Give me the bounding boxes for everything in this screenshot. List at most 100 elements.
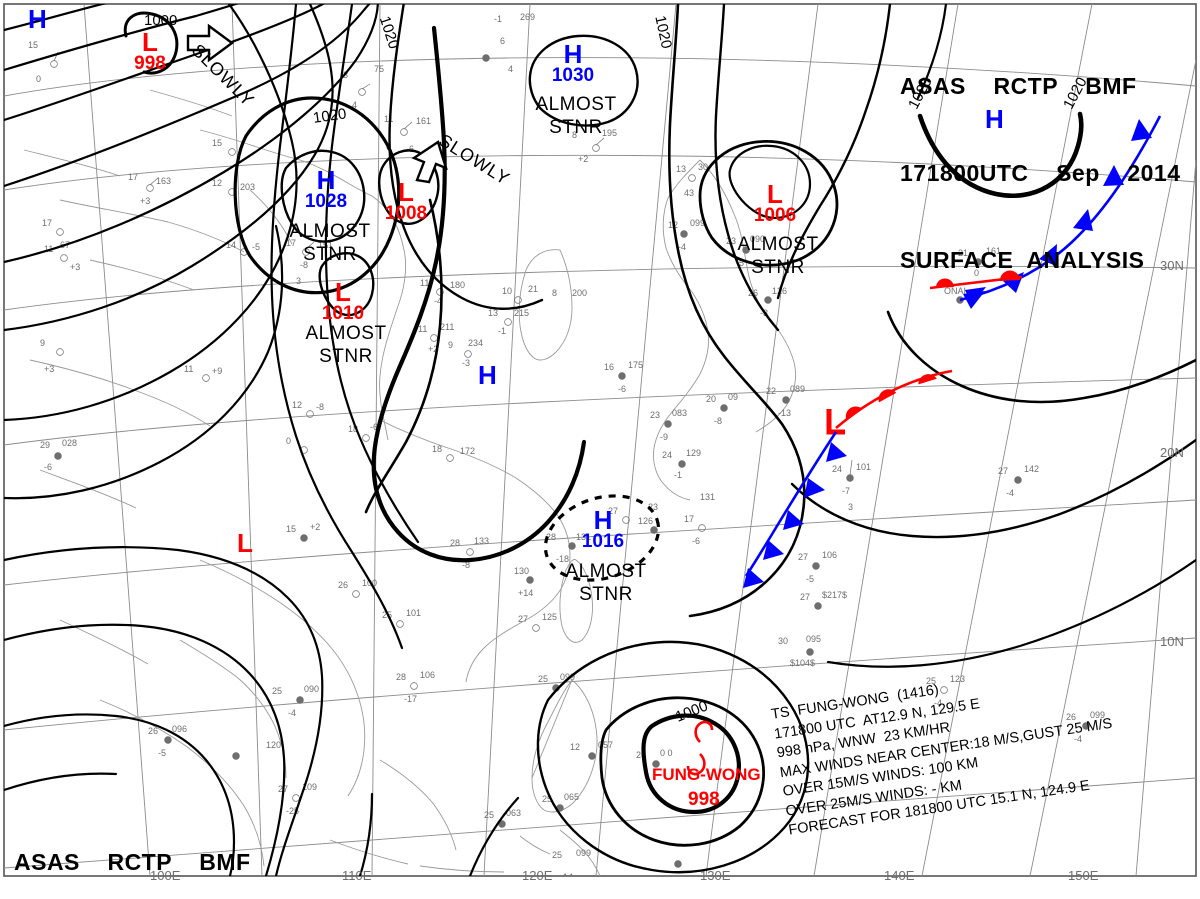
svg-text:09: 09: [728, 392, 738, 402]
svg-text:-6: -6: [44, 462, 52, 472]
svg-text:-5: -5: [158, 748, 166, 758]
svg-text:28: 28: [450, 538, 460, 548]
svg-text:099: 099: [1090, 710, 1105, 720]
motion-l2: STNR: [319, 346, 373, 367]
svg-text:$104$: $104$: [790, 658, 815, 668]
svg-text:120: 120: [266, 740, 281, 750]
svg-text:161: 161: [416, 116, 431, 126]
svg-text:25: 25: [538, 674, 548, 684]
low-glyph: L: [142, 27, 158, 57]
motion-l1: ALMOST: [289, 221, 371, 242]
svg-text:099: 099: [576, 848, 591, 858]
svg-text:23: 23: [648, 502, 658, 512]
svg-text:+3: +3: [44, 364, 54, 374]
svg-text:15: 15: [28, 40, 38, 50]
svg-text:234: 234: [468, 338, 483, 348]
motion-l2: STNR: [751, 257, 805, 278]
isobar-low-1010: [318, 252, 375, 317]
svg-text:0 0: 0 0: [660, 748, 673, 758]
svg-text:26: 26: [148, 726, 158, 736]
svg-text:11: 11: [418, 324, 427, 334]
svg-text:095: 095: [806, 634, 821, 644]
svg-text:-4: -4: [288, 708, 296, 718]
svg-text:065: 065: [564, 792, 579, 802]
svg-text:9: 9: [448, 340, 453, 350]
lat-label-30n: 30N: [1160, 258, 1184, 273]
svg-text:3: 3: [848, 502, 853, 512]
isobar-label-1000-nw: 1000: [144, 12, 178, 29]
svg-text:089: 089: [790, 384, 805, 394]
isobar-storm-outer: [536, 640, 810, 874]
svg-text:126: 126: [638, 516, 653, 526]
svg-text:-7: -7: [842, 486, 850, 496]
svg-text:142: 142: [1024, 464, 1039, 474]
svg-text:172: 172: [460, 446, 475, 456]
svg-text:+3: +3: [70, 262, 80, 272]
low-glyph: L: [398, 177, 414, 207]
svg-text:-5: -5: [252, 242, 260, 252]
low-glyph: L: [335, 277, 351, 307]
svg-text:17: 17: [684, 514, 694, 524]
motion-label-l1006: ALMOST STNR: [730, 233, 826, 279]
svg-text:10: 10: [502, 286, 512, 296]
svg-text:11: 11: [184, 364, 193, 374]
svg-text:269: 269: [520, 12, 535, 22]
svg-text:14: 14: [226, 240, 236, 250]
svg-text:26: 26: [636, 750, 646, 760]
high-pressure-northeast: H: [985, 104, 1004, 134]
svg-text:25: 25: [272, 686, 282, 696]
svg-text:75: 75: [374, 64, 384, 74]
svg-text:-5: -5: [736, 258, 744, 268]
svg-text:129: 129: [686, 448, 701, 458]
svg-text:0: 0: [36, 74, 41, 84]
svg-text:4: 4: [508, 64, 513, 74]
isobar-1020-ne: [917, 111, 1084, 198]
svg-text:26: 26: [338, 580, 348, 590]
high-value-1028: 1028: [304, 191, 348, 212]
svg-text:-8: -8: [462, 560, 470, 570]
svg-text:-4: -4: [1006, 488, 1014, 498]
svg-text:11: 11: [384, 114, 393, 124]
svg-text:8: 8: [552, 288, 557, 298]
motion-label-h1030: ALMOST STNR: [528, 93, 624, 139]
svg-text:057: 057: [598, 740, 613, 750]
isobar-1000-storm: [599, 696, 765, 847]
lat-label-10n: 10N: [1160, 634, 1184, 649]
svg-text:090: 090: [750, 234, 765, 244]
storm-pressure-label: 998: [688, 789, 720, 810]
svg-text:131: 131: [576, 532, 591, 542]
high-pressure-1030: H 1030: [550, 41, 596, 86]
svg-text:9: 9: [40, 338, 45, 348]
svg-text:-18: -18: [556, 554, 569, 564]
svg-text:-4: -4: [434, 296, 442, 306]
svg-text:15: 15: [286, 524, 296, 534]
typhoon-center-symbol: [686, 720, 714, 776]
motion-l1: ALMOST: [565, 561, 647, 582]
svg-text:11: 11: [44, 244, 53, 254]
svg-text:161: 161: [986, 246, 1001, 256]
svg-text:26: 26: [1066, 712, 1076, 722]
lon-label-140e: 140E: [884, 868, 915, 883]
low-pressure-1006: L 1006: [752, 181, 798, 226]
low-pressure-998: L 998: [130, 27, 170, 74]
motion-label-h1016: ALMOST STNR: [558, 560, 654, 606]
lon-label-130e: 130E: [700, 868, 731, 883]
low-pressure-1010: L 1010: [320, 277, 366, 324]
low-pressure-1008: L 1008: [383, 177, 429, 224]
svg-text:123: 123: [950, 674, 965, 684]
svg-text:-13: -13: [778, 408, 791, 418]
svg-text:21: 21: [958, 248, 968, 258]
lat-label-20n: 20N: [1160, 445, 1184, 460]
svg-text:30: 30: [698, 162, 708, 172]
svg-text:109: 109: [302, 782, 317, 792]
svg-text:203: 203: [240, 182, 255, 192]
svg-text:163: 163: [156, 176, 171, 186]
header-line-2: 171800UTC Sep 2014: [900, 160, 1181, 186]
svg-text:-17: -17: [404, 694, 417, 704]
svg-text:200: 200: [572, 288, 587, 298]
svg-text:-6: -6: [406, 144, 414, 154]
svg-text:12: 12: [292, 400, 302, 410]
